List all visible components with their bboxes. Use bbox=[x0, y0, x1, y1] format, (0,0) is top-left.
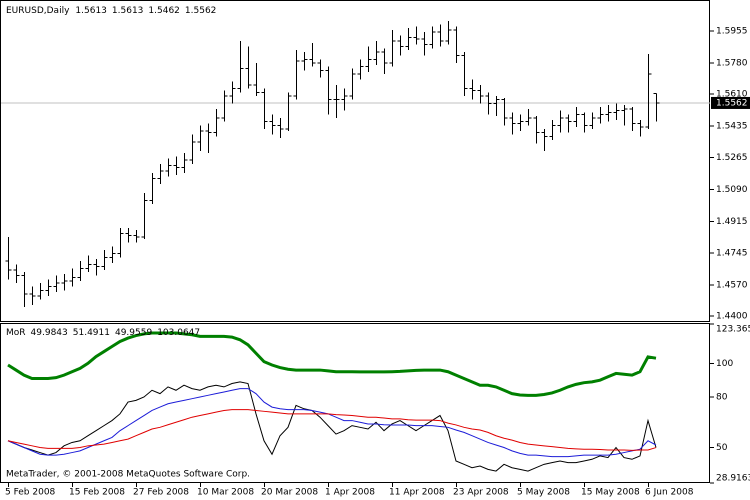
indicator-header: MoR 49.9843 51.4911 49.9559 103.0647 bbox=[6, 328, 200, 338]
y-tick-label: 1.4915 bbox=[716, 217, 748, 227]
x-tick-label: 27 Feb 2008 bbox=[133, 488, 189, 498]
header-value: 49.9559 bbox=[115, 328, 152, 338]
y-tick-label: 1.4745 bbox=[716, 248, 748, 258]
y-tick-label: 1.5435 bbox=[716, 122, 748, 132]
indicator-line bbox=[7, 409, 657, 451]
copyright: MetaTrader, © 2001-2008 MetaQuotes Softw… bbox=[6, 470, 250, 480]
marks: 1.5955 1.5780 1.5610 1.5435 1.5265 1.5090 1.49… bbox=[1, 20, 750, 498]
indicator-line bbox=[7, 381, 657, 472]
header-open: 1.5613 bbox=[75, 6, 107, 16]
x-tick-label: 5 May 2008 bbox=[517, 488, 570, 498]
y-tick-label: 1.5955 bbox=[716, 26, 748, 36]
header-value: 51.4911 bbox=[73, 328, 110, 338]
x-tick-label: 6 Jun 2008 bbox=[645, 488, 694, 498]
x-tick-label: 1 Apr 2008 bbox=[325, 488, 375, 498]
header-high: 1.5613 bbox=[112, 6, 144, 16]
price-pane bbox=[0, 0, 710, 322]
y-tick-label: 1.4570 bbox=[716, 280, 748, 290]
current-price-box bbox=[711, 96, 750, 109]
header-value: 49.9843 bbox=[31, 328, 68, 338]
current-price-label: 1.5562 bbox=[716, 98, 748, 108]
header-close: 1.5562 bbox=[185, 6, 217, 16]
y-tick-label: 1.5780 bbox=[716, 58, 748, 68]
y-tick-label: 80 bbox=[716, 393, 728, 403]
x-tick-label: 23 Apr 2008 bbox=[453, 488, 509, 498]
y-tick-label: 123.3656 bbox=[716, 325, 750, 335]
y-tick-label: 1.5265 bbox=[716, 153, 748, 163]
y-tick-label: 100 bbox=[716, 359, 733, 369]
price-header: EURUSD,Daily 1.5613 1.5613 1.5462 1.5562 bbox=[6, 6, 216, 16]
y-tick-label: 1.5610 bbox=[716, 90, 748, 100]
x-tick-label: 11 Apr 2008 bbox=[389, 488, 445, 498]
x-tick-label: 10 Mar 2008 bbox=[197, 488, 254, 498]
indicator-line bbox=[7, 331, 657, 397]
y-tick-label: 50 bbox=[716, 443, 728, 453]
indicator-name: MoR bbox=[6, 328, 26, 338]
x-tick-label: 5 Feb 2008 bbox=[5, 488, 56, 498]
y-tick-label: 1.5090 bbox=[716, 185, 748, 195]
x-tick-label: 20 Mar 2008 bbox=[261, 488, 318, 498]
header-value: 103.0647 bbox=[157, 328, 200, 338]
x-tick-label: 15 May 2008 bbox=[581, 488, 640, 498]
y-tick-label: 1.4400 bbox=[716, 312, 748, 322]
x-tick-label: 15 Feb 2008 bbox=[69, 488, 125, 498]
symbol: EURUSD,Daily bbox=[6, 6, 70, 16]
indicator-line bbox=[7, 388, 657, 458]
indicator-pane bbox=[0, 323, 710, 483]
header-low: 1.5462 bbox=[148, 6, 180, 16]
y-tick-label: 28.9163 bbox=[716, 474, 750, 484]
